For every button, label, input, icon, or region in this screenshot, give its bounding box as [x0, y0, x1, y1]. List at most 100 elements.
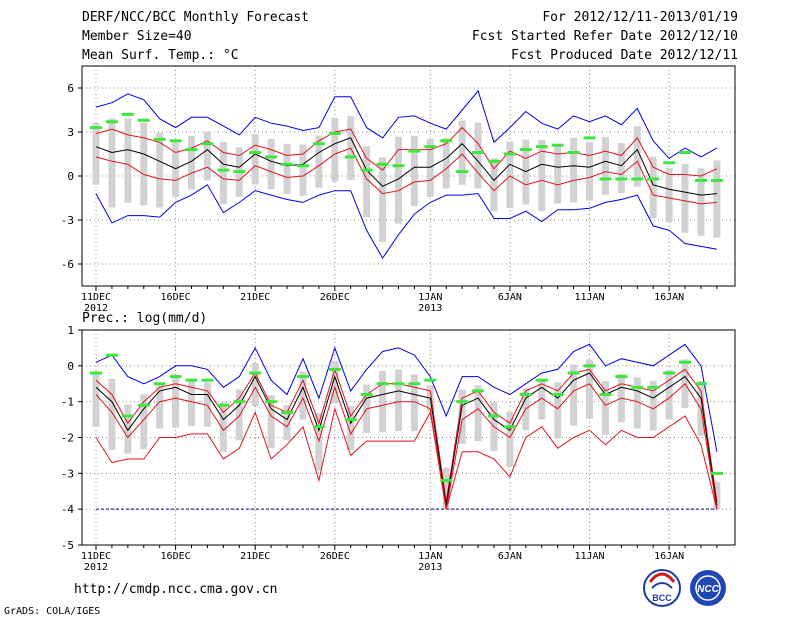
- x-tick-label: 11DEC: [81, 292, 111, 303]
- observed-mark: [169, 139, 182, 143]
- ensemble-box: [601, 380, 609, 435]
- ensemble-box: [92, 373, 100, 427]
- ensemble-box: [442, 137, 450, 189]
- observed-mark: [424, 145, 437, 149]
- ensemble-box: [299, 371, 307, 420]
- ensemble-box: [474, 122, 482, 189]
- observed-mark: [137, 403, 150, 407]
- member-size: Member Size=40: [82, 29, 192, 44]
- ensemble-box: [267, 395, 275, 449]
- ensemble-box: [586, 141, 594, 201]
- x-tick-label: 1JAN: [418, 551, 442, 562]
- observed-mark: [233, 400, 246, 404]
- observed-mark: [663, 371, 676, 375]
- observed-mark: [519, 393, 532, 396]
- ensemble-box: [458, 389, 466, 444]
- observed-mark: [599, 177, 612, 181]
- y-tick-label: -4: [61, 503, 75, 516]
- observed-mark: [503, 152, 516, 156]
- observed-mark: [296, 375, 309, 379]
- ensemble-box: [203, 131, 211, 181]
- observed-mark: [456, 400, 469, 404]
- observed-mark: [185, 148, 198, 152]
- ensemble-box: [601, 136, 609, 195]
- observed-mark: [535, 378, 548, 382]
- ensemble-box: [410, 136, 418, 207]
- ensemble-box: [124, 404, 132, 454]
- observed-mark: [408, 382, 421, 386]
- observed-mark: [488, 159, 500, 163]
- ensemble-box: [219, 141, 227, 205]
- ensemble-box: [458, 120, 466, 185]
- y-tick-label: -5: [61, 539, 74, 552]
- fcst-produced-date: Fcst Produced Date 2012/12/11: [511, 48, 738, 63]
- observed-mark: [249, 371, 262, 375]
- ensemble-box: [474, 385, 482, 442]
- observed-mark: [344, 155, 357, 159]
- source-url[interactable]: http://cmdp.ncc.cma.gov.cn: [74, 582, 278, 597]
- observed-mark: [663, 161, 676, 165]
- ensemble-box: [140, 394, 148, 450]
- ensemble-box: [426, 139, 434, 197]
- ensemble-box: [156, 132, 164, 208]
- observed-mark: [583, 136, 596, 140]
- panel-title: Prec.: log(mm/d): [82, 311, 207, 326]
- ensemble-box: [538, 379, 546, 420]
- observed-mark: [551, 143, 564, 147]
- observed-mark: [217, 168, 230, 172]
- ensemble-box: [554, 144, 562, 204]
- x-tick-label: 2012: [84, 303, 108, 314]
- observed-mark: [631, 385, 644, 389]
- y-tick-label: -2: [61, 432, 74, 445]
- ensemble-box: [649, 156, 657, 219]
- observed-mark: [440, 479, 453, 482]
- observed-mark: [551, 393, 564, 396]
- ensemble-box: [681, 163, 689, 233]
- observed-mark: [185, 378, 198, 382]
- ensemble-box: [410, 374, 418, 432]
- ensemble-box: [442, 467, 450, 510]
- observed-mark: [328, 131, 341, 135]
- x-tick-label: 21DEC: [240, 292, 270, 303]
- x-tick-label: 2012: [84, 562, 108, 573]
- ensemble-box: [394, 136, 402, 224]
- ensemble-box: [283, 405, 291, 441]
- observed-mark: [408, 149, 421, 153]
- series-lower-quartile-line: [95, 147, 717, 205]
- observed-mark: [105, 353, 118, 357]
- series-maximum-line: [95, 343, 718, 452]
- observed-mark: [424, 378, 437, 382]
- x-tick-label: 2013: [418, 303, 442, 314]
- observed-mark: [249, 151, 262, 155]
- observed-mark: [567, 371, 580, 375]
- ensemble-box: [315, 135, 323, 188]
- ensemble-box: [156, 383, 164, 429]
- y-tick-label: 6: [67, 82, 74, 95]
- observed-mark: [153, 382, 166, 386]
- observed-mark: [105, 120, 118, 124]
- fcst-started-date: Fcst Started Refer Date 2012/12/10: [471, 29, 738, 44]
- ensemble-box: [506, 411, 514, 468]
- observed-mark: [615, 177, 628, 181]
- ensemble-box: [140, 122, 148, 206]
- ensemble-box: [379, 157, 387, 242]
- observed-mark: [488, 414, 500, 418]
- observed-mark: [535, 145, 548, 149]
- chart-title: DERF/NCC/BCC Monthly Forecast: [82, 10, 309, 25]
- observed-mark: [281, 410, 294, 414]
- variable-label: Mean Surf. Temp.: °C: [82, 48, 239, 63]
- observed-mark: [647, 385, 660, 389]
- observed-mark: [217, 403, 230, 407]
- observed-mark: [312, 425, 325, 429]
- ensemble-box: [251, 362, 259, 407]
- y-tick-label: -3: [61, 214, 74, 227]
- ensemble-box: [331, 117, 339, 182]
- observed-mark: [265, 155, 278, 159]
- ensemble-box: [490, 158, 498, 212]
- ensemble-box: [633, 377, 641, 429]
- observed-mark: [631, 177, 644, 181]
- x-tick-label: 21DEC: [240, 551, 270, 562]
- observed-mark: [328, 367, 341, 371]
